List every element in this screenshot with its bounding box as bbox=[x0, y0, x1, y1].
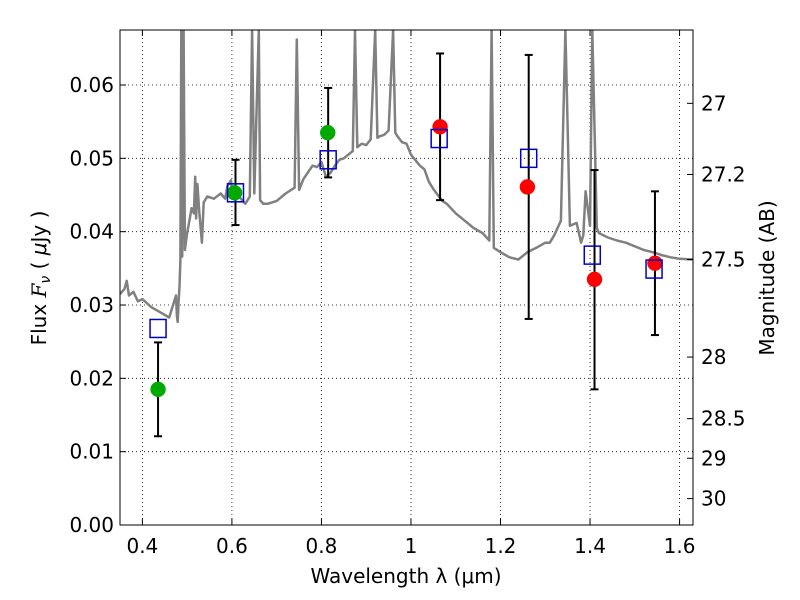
x-tick-label: 1 bbox=[405, 534, 418, 558]
observed-point bbox=[226, 185, 243, 201]
observed-point bbox=[319, 124, 336, 141]
y-tick-label: 0.03 bbox=[69, 293, 114, 317]
observed-point bbox=[586, 271, 603, 288]
right-tick-label: 28 bbox=[701, 345, 726, 369]
right-tick-label: 29 bbox=[701, 446, 726, 470]
plot-background bbox=[120, 30, 693, 525]
model-square-point bbox=[319, 150, 337, 170]
right-tick-label: 27.5 bbox=[701, 248, 746, 272]
model-square-point bbox=[226, 183, 245, 203]
marker-layer bbox=[149, 119, 663, 398]
model-square-point bbox=[645, 259, 663, 279]
x-tick-label: 0.8 bbox=[306, 534, 338, 558]
x-tick-label: 0.4 bbox=[126, 534, 158, 558]
x-tick-label: 0.6 bbox=[216, 534, 248, 558]
right-tick-label: 28.5 bbox=[701, 407, 746, 431]
y-tick-label: 0.05 bbox=[69, 146, 114, 170]
x-tick-label: 1.4 bbox=[574, 534, 606, 558]
model-square-point bbox=[430, 128, 448, 149]
right-axis-title: Magnitude (AB) bbox=[755, 200, 779, 355]
y-tick-label: 0.06 bbox=[69, 73, 114, 97]
y-tick-label: 0.00 bbox=[69, 513, 114, 537]
x-tick-label: 1.2 bbox=[485, 534, 517, 558]
right-tick-label: 27 bbox=[701, 91, 726, 115]
observed-point bbox=[432, 119, 448, 135]
grid-lines bbox=[120, 30, 693, 526]
y-tick-label: 0.02 bbox=[69, 366, 114, 390]
model-square-point bbox=[519, 148, 538, 169]
plot-frame bbox=[119, 29, 694, 526]
tick-layer: 0.4 0.6 0.8 1 1.2 1.4 1.6 0.00 0.01 0.02 0.03 0.04 0… bbox=[69, 30, 746, 558]
observed-point bbox=[647, 255, 663, 271]
right-tick-label: 30 bbox=[701, 487, 726, 511]
y-axis-title: Flux Fν ( μJy ) bbox=[27, 211, 54, 346]
model-square-point bbox=[583, 245, 602, 265]
spectrum-layer bbox=[120, 30, 693, 324]
observed-point bbox=[519, 179, 536, 195]
y-tick-label: 0.04 bbox=[69, 220, 114, 244]
model-square-point bbox=[149, 318, 167, 339]
y-tick-label: 0.01 bbox=[69, 440, 114, 464]
x-axis-title: Wavelength λ (μm) bbox=[310, 564, 501, 588]
observed-point bbox=[150, 381, 166, 398]
right-tick-label: 27.2 bbox=[701, 162, 746, 186]
x-tick-label: 1.6 bbox=[664, 534, 696, 558]
model-spectrum-line bbox=[120, 30, 693, 324]
